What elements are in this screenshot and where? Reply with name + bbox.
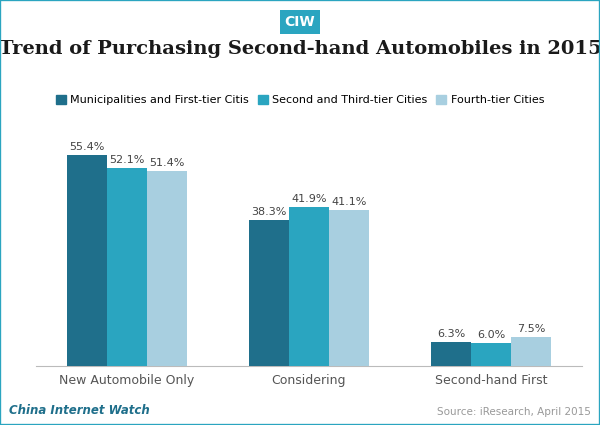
Text: 6.3%: 6.3%	[437, 329, 465, 339]
Text: 6.0%: 6.0%	[477, 330, 505, 340]
Text: China Internet Watch: China Internet Watch	[9, 404, 150, 417]
Text: 52.1%: 52.1%	[109, 155, 145, 165]
Text: 55.4%: 55.4%	[69, 142, 104, 153]
Text: 51.4%: 51.4%	[149, 158, 185, 167]
Text: 7.5%: 7.5%	[517, 324, 545, 334]
Bar	[107, 168, 147, 366]
Bar	[511, 337, 551, 366]
Text: 41.9%: 41.9%	[291, 193, 327, 204]
Bar	[289, 207, 329, 366]
Bar	[147, 170, 187, 366]
Text: 41.1%: 41.1%	[331, 197, 367, 207]
Bar	[249, 220, 289, 366]
Bar	[431, 342, 471, 366]
Bar	[471, 343, 511, 366]
Text: 38.3%: 38.3%	[251, 207, 287, 217]
Bar	[329, 210, 369, 366]
Text: Source: iResearch, April 2015: Source: iResearch, April 2015	[437, 407, 591, 417]
Text: CIW: CIW	[284, 15, 316, 29]
Legend: Municipalities and First-tier Citis, Second and Third-tier Cities, Fourth-tier C: Municipalities and First-tier Citis, Sec…	[51, 91, 549, 110]
Bar	[67, 156, 107, 366]
Text: Trend of Purchasing Second-hand Automobiles in 2015: Trend of Purchasing Second-hand Automobi…	[0, 40, 600, 58]
